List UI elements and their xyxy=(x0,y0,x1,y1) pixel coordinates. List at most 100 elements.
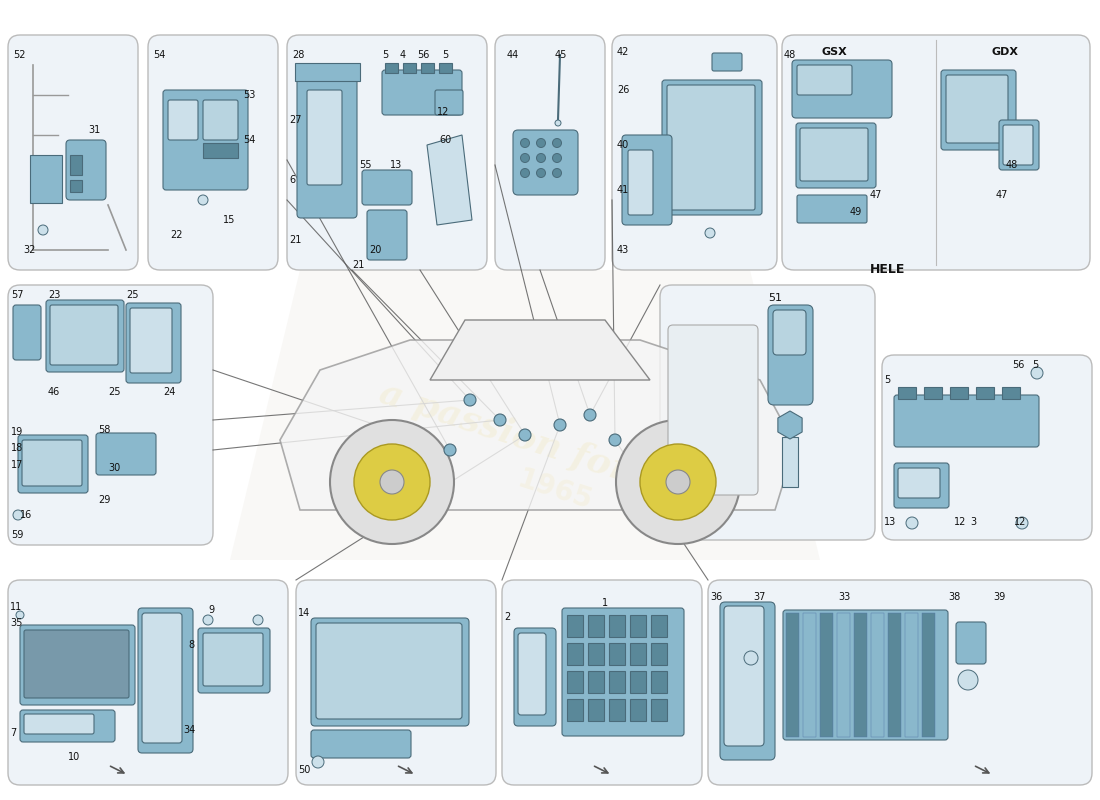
Text: 6: 6 xyxy=(289,175,295,185)
Text: 52: 52 xyxy=(13,50,25,60)
FancyBboxPatch shape xyxy=(8,35,137,270)
Text: 24: 24 xyxy=(163,387,175,397)
Bar xyxy=(609,615,625,637)
FancyBboxPatch shape xyxy=(518,633,546,715)
FancyBboxPatch shape xyxy=(513,130,578,195)
Bar xyxy=(924,387,942,399)
FancyBboxPatch shape xyxy=(773,310,806,355)
FancyBboxPatch shape xyxy=(311,618,469,726)
FancyBboxPatch shape xyxy=(502,580,702,785)
Text: 54: 54 xyxy=(153,50,165,60)
Text: 7: 7 xyxy=(10,728,16,738)
Bar xyxy=(905,613,918,737)
Circle shape xyxy=(494,414,506,426)
Bar xyxy=(922,613,935,737)
FancyBboxPatch shape xyxy=(382,70,462,115)
Circle shape xyxy=(554,419,566,431)
FancyBboxPatch shape xyxy=(495,35,605,270)
FancyBboxPatch shape xyxy=(96,433,156,475)
Bar xyxy=(385,63,398,73)
Bar xyxy=(1002,387,1020,399)
Circle shape xyxy=(537,138,546,147)
FancyBboxPatch shape xyxy=(130,308,172,373)
Bar xyxy=(421,63,434,73)
FancyBboxPatch shape xyxy=(126,303,182,383)
Text: 12: 12 xyxy=(1014,517,1026,527)
Text: 21: 21 xyxy=(289,235,301,245)
Text: 51: 51 xyxy=(768,293,782,303)
FancyBboxPatch shape xyxy=(946,75,1008,143)
Text: HELE: HELE xyxy=(870,263,905,276)
Bar xyxy=(566,643,583,665)
Circle shape xyxy=(1016,517,1028,529)
FancyBboxPatch shape xyxy=(362,170,412,205)
FancyBboxPatch shape xyxy=(20,710,115,742)
Bar xyxy=(30,155,62,203)
Text: 56: 56 xyxy=(417,50,429,60)
Bar xyxy=(651,671,667,693)
FancyBboxPatch shape xyxy=(316,623,462,719)
Circle shape xyxy=(556,120,561,126)
Text: 11: 11 xyxy=(10,602,22,612)
Bar xyxy=(630,643,646,665)
FancyBboxPatch shape xyxy=(999,120,1040,170)
Text: 12: 12 xyxy=(954,517,967,527)
Circle shape xyxy=(198,195,208,205)
FancyBboxPatch shape xyxy=(8,285,213,545)
Text: 28: 28 xyxy=(292,50,305,60)
Text: a passion for parts: a passion for parts xyxy=(375,375,745,525)
Bar xyxy=(70,180,82,192)
Bar xyxy=(566,699,583,721)
Text: 31: 31 xyxy=(88,125,100,135)
Bar xyxy=(630,615,646,637)
Bar xyxy=(976,387,994,399)
Bar xyxy=(651,699,667,721)
Text: 9: 9 xyxy=(208,605,214,615)
Text: 10: 10 xyxy=(68,752,80,762)
Text: 12: 12 xyxy=(437,107,450,117)
FancyBboxPatch shape xyxy=(142,613,182,743)
FancyBboxPatch shape xyxy=(562,608,684,736)
Circle shape xyxy=(616,420,740,544)
FancyBboxPatch shape xyxy=(662,80,762,215)
FancyBboxPatch shape xyxy=(297,73,358,218)
FancyBboxPatch shape xyxy=(882,355,1092,540)
FancyBboxPatch shape xyxy=(724,606,764,746)
Bar xyxy=(588,615,604,637)
Bar xyxy=(854,613,867,737)
Bar xyxy=(566,671,583,693)
FancyBboxPatch shape xyxy=(24,630,129,698)
Text: 36: 36 xyxy=(710,592,723,602)
FancyBboxPatch shape xyxy=(168,100,198,140)
Bar xyxy=(403,63,416,73)
Text: 57: 57 xyxy=(11,290,23,300)
FancyBboxPatch shape xyxy=(198,628,270,693)
Text: 41: 41 xyxy=(617,185,629,195)
FancyBboxPatch shape xyxy=(628,150,653,215)
Text: 18: 18 xyxy=(11,443,23,453)
Circle shape xyxy=(520,154,529,162)
Circle shape xyxy=(958,670,978,690)
Text: 13: 13 xyxy=(884,517,896,527)
Circle shape xyxy=(640,444,716,520)
Bar xyxy=(439,63,452,73)
FancyBboxPatch shape xyxy=(667,85,755,210)
Text: 26: 26 xyxy=(617,85,629,95)
Text: 16: 16 xyxy=(20,510,32,520)
Text: 5: 5 xyxy=(442,50,449,60)
Bar xyxy=(630,671,646,693)
FancyBboxPatch shape xyxy=(940,70,1016,150)
Polygon shape xyxy=(230,270,820,560)
Circle shape xyxy=(705,228,715,238)
Bar xyxy=(609,699,625,721)
Text: 33: 33 xyxy=(838,592,850,602)
Text: 14: 14 xyxy=(298,608,310,618)
Bar xyxy=(588,643,604,665)
FancyBboxPatch shape xyxy=(894,463,949,508)
FancyBboxPatch shape xyxy=(783,610,948,740)
Text: 17: 17 xyxy=(11,460,23,470)
Text: 19: 19 xyxy=(11,427,23,437)
FancyBboxPatch shape xyxy=(798,65,852,95)
FancyBboxPatch shape xyxy=(138,608,192,753)
Circle shape xyxy=(354,444,430,520)
